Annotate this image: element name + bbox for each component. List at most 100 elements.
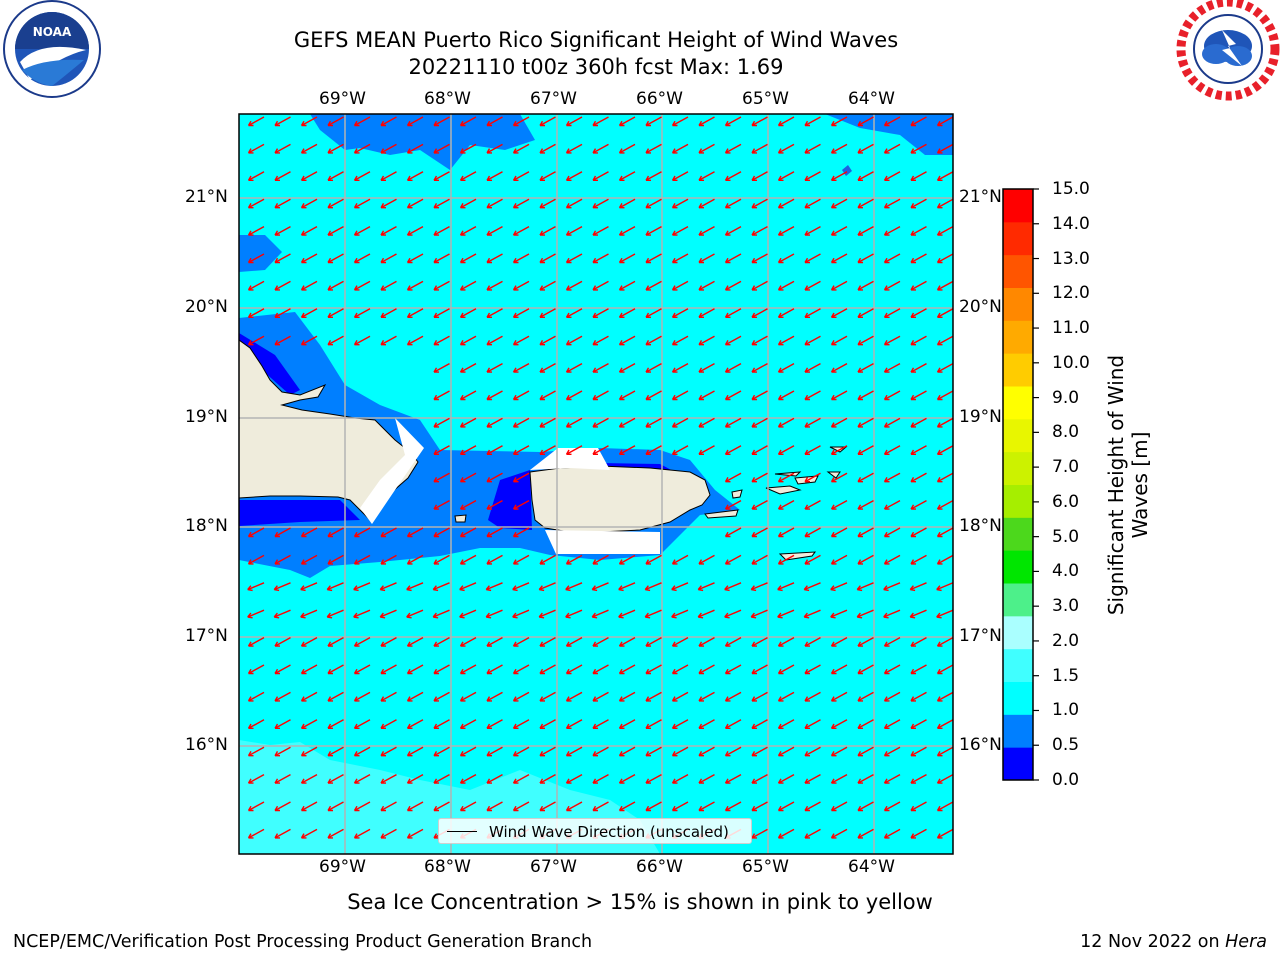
wave-direction-arrow — [433, 171, 450, 181]
wave-direction-arrow — [565, 609, 583, 619]
wave-direction-arrow — [274, 116, 291, 127]
wave-direction-arrow — [538, 582, 556, 592]
wave-direction-arrow — [724, 390, 742, 401]
wave-direction-arrow — [910, 280, 927, 291]
wave-direction-arrow — [724, 554, 742, 565]
wave-direction-arrow — [671, 417, 689, 428]
wave-direction-arrow — [830, 499, 848, 510]
wave-direction-arrow — [327, 308, 344, 318]
wave-direction-arrow — [804, 691, 821, 702]
wave-direction-arrow — [804, 253, 821, 264]
wave-direction-arrow — [830, 390, 848, 401]
wave-direction-arrow — [300, 554, 318, 565]
island-anegada — [826, 471, 841, 479]
legend-line-symbol — [447, 831, 477, 832]
wave-direction-arrow — [645, 636, 662, 647]
wave-direction-arrow — [459, 335, 477, 346]
wave-direction-arrow — [698, 417, 715, 428]
wave-direction-arrow — [777, 719, 795, 729]
wave-direction-arrow — [485, 582, 503, 592]
wave-direction-arrow — [406, 691, 424, 702]
wave-direction-arrow — [936, 801, 953, 812]
wave-direction-arrow — [883, 801, 901, 812]
wave-direction-arrow — [327, 554, 344, 565]
wave-direction-arrow — [247, 719, 265, 729]
wave-direction-arrow — [459, 417, 477, 428]
wave-direction-arrow — [592, 171, 609, 181]
lat-label-left: 20°N — [185, 297, 228, 317]
wave-direction-arrow — [565, 582, 583, 592]
wave-direction-arrow — [830, 636, 848, 647]
wave-direction-arrow — [671, 636, 689, 647]
date-line: 12 Nov 2022 on Hera — [1080, 932, 1267, 952]
wave-direction-arrow — [592, 554, 609, 565]
wave-direction-arrow — [380, 198, 397, 209]
wave-direction-arrow — [380, 773, 397, 784]
wave-direction-arrow — [300, 280, 318, 291]
wave-direction-arrow — [830, 417, 848, 428]
wave-direction-arrow — [618, 198, 636, 209]
wave-direction-arrow — [804, 636, 821, 647]
wave-direction-arrow — [671, 445, 689, 455]
wave-direction-arrow — [830, 171, 848, 181]
wave-direction-arrow — [327, 116, 344, 127]
wave-direction-arrow — [804, 116, 821, 127]
wave-direction-arrow — [433, 691, 450, 702]
wave-direction-arrow — [804, 664, 821, 675]
wave-direction-arrow — [380, 746, 397, 757]
wave-direction-arrow — [857, 746, 874, 757]
wave-direction-arrow — [804, 554, 821, 565]
wave-direction-arrow — [591, 582, 609, 592]
wave-direction-arrow — [857, 417, 874, 428]
wave-direction-arrow — [247, 746, 265, 757]
wave-direction-arrow — [300, 828, 318, 839]
wave-direction-arrow — [698, 554, 715, 565]
wave-direction-arrow — [406, 116, 424, 127]
wave-direction-arrow — [486, 499, 503, 510]
wave-direction-arrow — [565, 253, 583, 264]
wave-direction-arrow — [565, 664, 583, 675]
wave-direction-arrow — [883, 198, 901, 209]
wave-direction-arrow — [565, 746, 583, 757]
wave-direction-arrow — [592, 664, 609, 675]
lat-label-right: 21°N — [959, 187, 1002, 207]
wave-direction-arrow — [432, 582, 450, 592]
wave-direction-arrow — [618, 691, 636, 702]
wave-direction-arrow — [565, 198, 583, 209]
wave-direction-arrow — [327, 527, 344, 538]
wave-direction-arrow — [618, 308, 636, 318]
wave-direction-arrow — [644, 609, 662, 619]
wave-direction-arrow — [565, 691, 583, 702]
wave-direction-arrow — [883, 828, 901, 839]
lon-label-top: 69°W — [319, 89, 366, 109]
lat-label-right: 19°N — [959, 407, 1002, 427]
wave-direction-arrow — [910, 828, 927, 839]
wave-direction-arrow — [247, 143, 265, 154]
wave-direction-arrow — [459, 445, 477, 455]
wave-direction-arrow — [936, 308, 953, 318]
wave-direction-arrow — [883, 253, 901, 264]
wave-direction-arrow — [910, 801, 927, 812]
wave-direction-arrow — [592, 773, 609, 784]
wave-direction-arrow — [512, 499, 530, 510]
wave-direction-arrow — [751, 472, 768, 483]
wave-direction-arrow — [459, 719, 477, 729]
wave-direction-arrow — [486, 225, 503, 236]
wave-direction-arrow — [433, 719, 450, 729]
lat-label-left: 17°N — [185, 626, 228, 646]
wave-direction-arrow — [910, 198, 927, 209]
wave-band-calm-3 — [488, 470, 532, 530]
wave-direction-arrow — [300, 636, 318, 647]
wave-direction-arrow — [592, 362, 609, 373]
wave-direction-arrow — [433, 554, 450, 565]
wave-direction-arrow — [910, 773, 927, 784]
wave-direction-arrow — [777, 664, 795, 675]
lon-label-bottom: 67°W — [530, 857, 577, 877]
wave-direction-arrow — [618, 116, 636, 127]
wave-direction-arrow — [857, 362, 874, 373]
wave-direction-arrow — [857, 801, 874, 812]
wave-direction-arrow — [486, 335, 503, 346]
wave-direction-arrow — [645, 801, 662, 812]
land-mask-pr-south — [545, 530, 660, 554]
